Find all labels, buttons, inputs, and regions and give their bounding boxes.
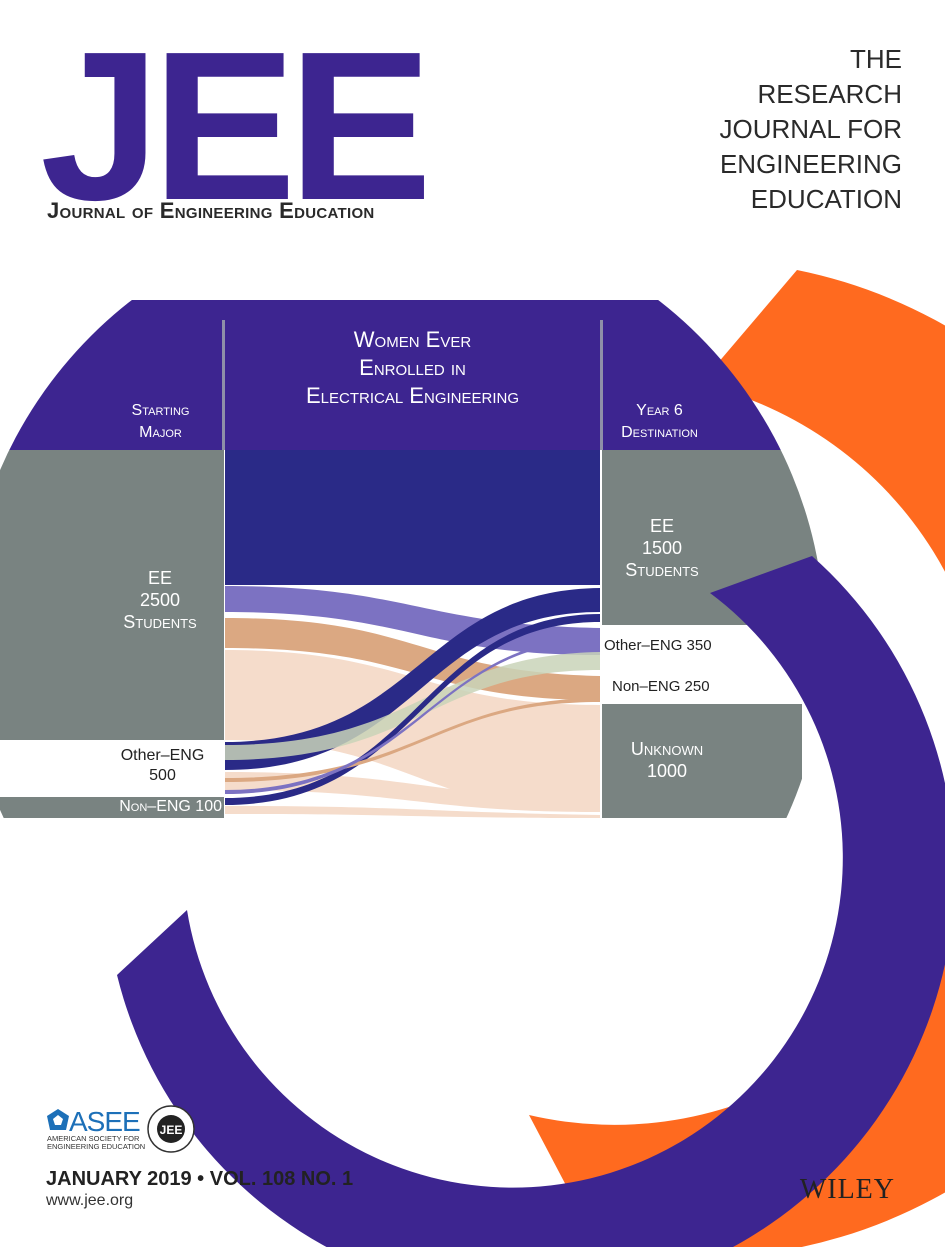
- start-ee-unit: Students: [123, 612, 197, 632]
- start-non-eng-label: Non–ENG 100: [119, 798, 222, 815]
- start-non-eng-block: [0, 797, 224, 818]
- end-non-eng-box: [602, 669, 728, 703]
- journal-url[interactable]: www.jee.org: [46, 1192, 134, 1209]
- sankey-flows: [225, 450, 600, 818]
- start-ee-label: EE 2500 Students: [95, 567, 225, 633]
- asee-name: ASEE: [69, 1106, 141, 1137]
- end-ee-abbr: EE: [649, 516, 674, 536]
- figure-title-line: Electrical Engineering: [306, 383, 519, 408]
- flow-non-to-unknown: [225, 806, 600, 818]
- left-header-line: Starting: [131, 402, 190, 419]
- start-other-eng-count: 500: [149, 767, 176, 784]
- tagline-line: THE: [850, 44, 902, 74]
- publisher-logo: WILEY: [799, 1174, 895, 1205]
- flow-ee-to-ee: [225, 450, 600, 585]
- tagline-line: ENGINEERING: [719, 149, 902, 179]
- end-unknown-block: [602, 704, 802, 818]
- tagline-line: JOURNAL FOR: [719, 114, 903, 144]
- journal-tagline: THE RESEARCH JOURNAL FOR ENGINEERING EDU…: [642, 42, 903, 217]
- right-header-line: Destination: [621, 424, 698, 441]
- start-ee-abbr: EE: [147, 568, 172, 588]
- left-header: Starting Major: [98, 400, 223, 444]
- flow-other-to-ee: [225, 588, 600, 770]
- tagline-line: RESEARCH: [757, 79, 902, 109]
- right-header-line: Year 6: [636, 402, 683, 419]
- orange-arc: [529, 270, 945, 1247]
- end-other-eng-box: [602, 626, 722, 662]
- seal-text: JEE: [160, 1123, 183, 1137]
- flow-cross-green: [225, 652, 600, 760]
- tagline-line: EDUCATION: [750, 184, 902, 214]
- start-ee-block: [0, 450, 224, 740]
- start-ee-count: 2500: [139, 590, 181, 610]
- end-unknown-count: 1000: [646, 761, 688, 781]
- end-ee-label: EE 1500 Students: [602, 515, 722, 581]
- end-ee-count: 1500: [641, 538, 683, 558]
- journal-name: Journal of Engineering Education: [47, 198, 375, 223]
- journal-logo: JEE: [40, 7, 432, 244]
- end-unknown-text: Unknown: [630, 739, 704, 759]
- figure-title: Women Ever Enrolled in Electrical Engine…: [225, 326, 600, 410]
- figure-title-line: Enrolled in: [359, 355, 466, 380]
- header-band: [0, 300, 825, 450]
- asee-logo-icon: [47, 1109, 69, 1130]
- end-non-eng-label: Non–ENG 250: [612, 678, 710, 695]
- figure-title-line: Women Ever: [353, 327, 472, 352]
- asee-full-name: AMERICAN SOCIETY FOR ENGINEERING EDUCATI…: [47, 1134, 146, 1151]
- purple-arc: [117, 556, 945, 1247]
- issue-info: JANUARY 2019 • VOL. 108 NO. 1: [46, 1168, 354, 1190]
- start-other-eng-label: Other–ENG 500: [100, 746, 225, 786]
- end-unknown-label: Unknown 1000: [602, 738, 732, 782]
- end-other-eng-label: Other–ENG 350: [604, 637, 712, 654]
- left-header-line: Major: [139, 424, 182, 441]
- end-ee-unit: Students: [625, 560, 699, 580]
- journal-seal-icon: JEE: [147, 1105, 195, 1153]
- start-other-eng-text: Other–ENG: [120, 747, 205, 764]
- right-header: Year 6 Destination: [602, 400, 717, 444]
- flow-ee-to-unknown: [225, 650, 600, 812]
- start-other-eng-box: [0, 742, 222, 796]
